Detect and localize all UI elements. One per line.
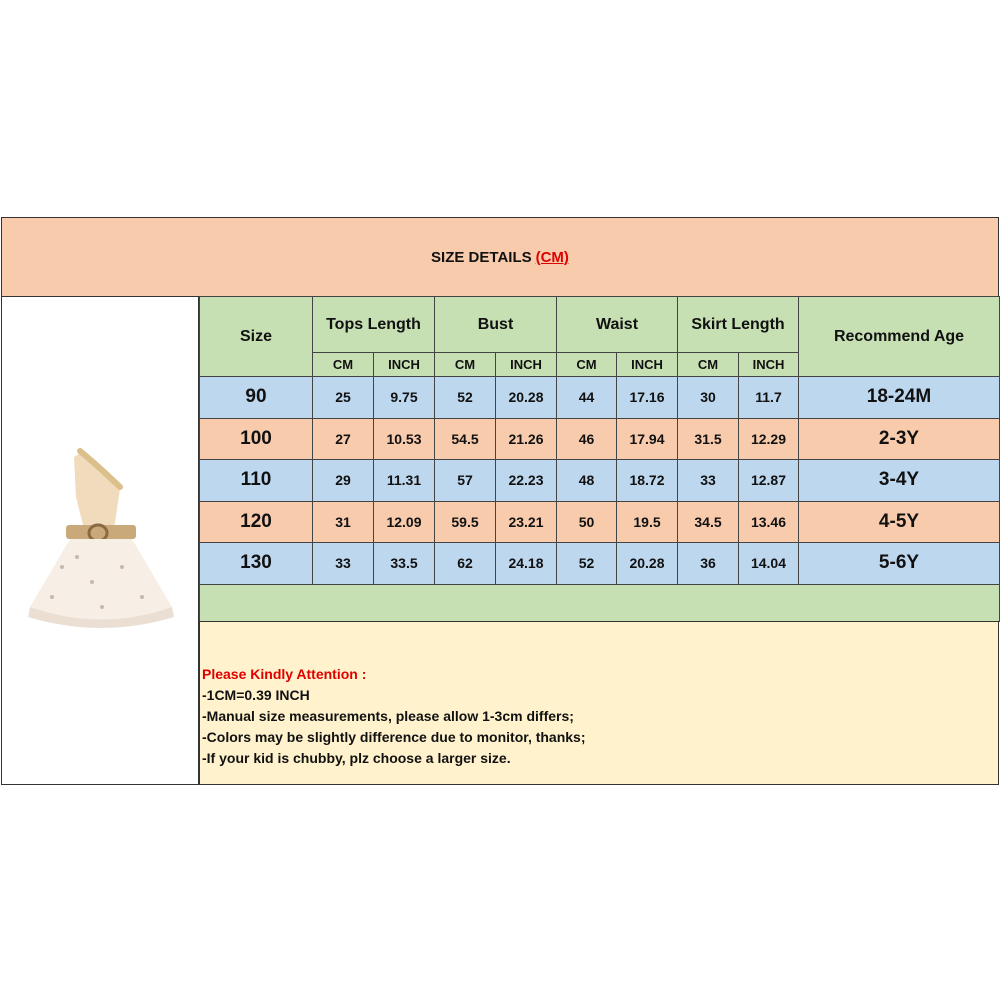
measure-cell: 22.23 <box>495 459 557 502</box>
notes-section: Please Kindly Attention : -1CM=0.39 INCH… <box>199 621 999 785</box>
measure-cell: 17.16 <box>616 376 678 419</box>
dress-image <box>28 448 174 628</box>
size-cell: 120 <box>199 500 313 543</box>
table-row: 120 31 12.09 59.5 23.21 50 19.5 34.5 13.46 4-5Y <box>199 500 1000 543</box>
subheader-unit: CM <box>312 352 374 377</box>
notes-heading: Please Kindly Attention : <box>202 666 367 682</box>
measure-cell: 31.5 <box>677 417 739 460</box>
table-row: 90 25 9.75 52 20.28 44 17.16 30 11.7 18-24M <box>199 376 1000 419</box>
measure-cell: 11.7 <box>738 376 799 419</box>
table-row: 110 29 11.31 57 22.23 48 18.72 33 12.87 3-4Y <box>199 459 1000 502</box>
table-row: 100 27 10.53 54.5 21.26 46 17.94 31.5 12.29 2-3Y <box>199 417 1000 460</box>
size-cell: 100 <box>199 417 313 460</box>
measure-cell: 33.5 <box>373 542 435 585</box>
measure-cell: 20.28 <box>616 542 678 585</box>
age-cell: 2-3Y <box>798 417 1000 460</box>
size-table: Size Tops Length Bust Waist Skirt Length… <box>199 296 1000 622</box>
size-cell: 130 <box>199 542 313 585</box>
size-details-title: SIZE DETAILS (CM) <box>1 217 999 297</box>
measure-cell: 9.75 <box>373 376 435 419</box>
subheader-unit: CM <box>677 352 739 377</box>
measure-cell: 52 <box>434 376 496 419</box>
product-image-column <box>1 296 199 785</box>
measure-cell: 36 <box>677 542 739 585</box>
subheader-unit: CM <box>434 352 496 377</box>
measure-cell: 18.72 <box>616 459 678 502</box>
header-bust: Bust <box>434 296 557 353</box>
header-skirt-length: Skirt Length <box>677 296 799 353</box>
subheader-unit: CM <box>556 352 617 377</box>
measure-cell: 10.53 <box>373 417 435 460</box>
measure-cell: 52 <box>556 542 617 585</box>
measure-cell: 12.87 <box>738 459 799 502</box>
header-waist: Waist <box>556 296 678 353</box>
measure-cell: 17.94 <box>616 417 678 460</box>
measure-cell: 11.31 <box>373 459 435 502</box>
subheader-unit: INCH <box>738 352 799 377</box>
header-tops-length: Tops Length <box>312 296 435 353</box>
measure-cell: 31 <box>312 500 374 543</box>
subheader-unit: INCH <box>495 352 557 377</box>
subheader-unit: INCH <box>373 352 435 377</box>
measure-cell: 13.46 <box>738 500 799 543</box>
note-line: -Manual size measurements, please allow … <box>202 708 574 724</box>
measure-cell: 12.09 <box>373 500 435 543</box>
age-cell: 3-4Y <box>798 459 1000 502</box>
measure-cell: 12.29 <box>738 417 799 460</box>
measure-cell: 44 <box>556 376 617 419</box>
header-size: Size <box>199 296 313 377</box>
note-line: -1CM=0.39 INCH <box>202 687 310 703</box>
measure-cell: 25 <box>312 376 374 419</box>
measure-cell: 54.5 <box>434 417 496 460</box>
note-line: -Colors may be slightly difference due t… <box>202 729 586 745</box>
size-cell: 110 <box>199 459 313 502</box>
measure-cell: 27 <box>312 417 374 460</box>
header-recommend-age: Recommend Age <box>798 296 1000 377</box>
measure-cell: 21.26 <box>495 417 557 460</box>
blank-row <box>199 583 1000 622</box>
measure-cell: 23.21 <box>495 500 557 543</box>
measure-cell: 46 <box>556 417 617 460</box>
measure-cell: 19.5 <box>616 500 678 543</box>
measure-cell: 24.18 <box>495 542 557 585</box>
subheader-unit: INCH <box>616 352 678 377</box>
title-text: SIZE DETAILS <box>431 248 532 266</box>
measure-cell: 59.5 <box>434 500 496 543</box>
title-unit: (CM) <box>535 248 569 266</box>
measure-cell: 20.28 <box>495 376 557 419</box>
measure-cell: 50 <box>556 500 617 543</box>
measure-cell: 57 <box>434 459 496 502</box>
table-row: 130 33 33.5 62 24.18 52 20.28 36 14.04 5-6Y <box>199 542 1000 585</box>
size-cell: 90 <box>199 376 313 419</box>
measure-cell: 29 <box>312 459 374 502</box>
measure-cell: 48 <box>556 459 617 502</box>
age-cell: 5-6Y <box>798 542 1000 585</box>
measure-cell: 30 <box>677 376 739 419</box>
measure-cell: 62 <box>434 542 496 585</box>
measure-cell: 14.04 <box>738 542 799 585</box>
age-cell: 4-5Y <box>798 500 1000 543</box>
note-line: -If your kid is chubby, plz choose a lar… <box>202 750 511 766</box>
age-cell: 18-24M <box>798 376 1000 419</box>
measure-cell: 34.5 <box>677 500 739 543</box>
measure-cell: 33 <box>677 459 739 502</box>
measure-cell: 33 <box>312 542 374 585</box>
